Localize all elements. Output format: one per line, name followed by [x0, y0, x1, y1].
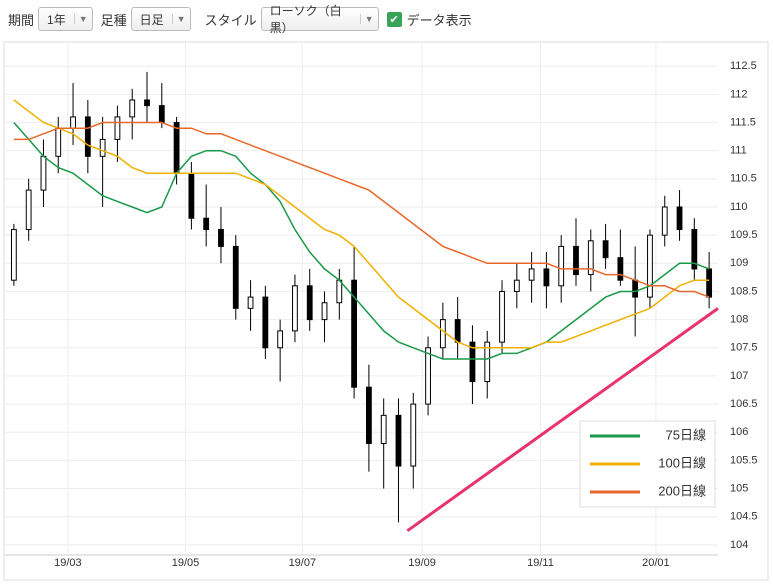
- ma-line: [13, 121, 710, 298]
- candle-body: [40, 155, 47, 191]
- candle-body: [573, 245, 579, 276]
- x-tick-label: 19/05: [172, 557, 200, 569]
- period-value: 1年: [47, 12, 66, 27]
- candle-body: [144, 99, 150, 107]
- y-tick-label: 108: [730, 314, 748, 326]
- y-tick-label: 107.5: [730, 342, 758, 354]
- candle-body: [306, 285, 313, 321]
- x-tick-label: 20/01: [642, 557, 670, 569]
- period-select[interactable]: 1年 ▼: [38, 7, 93, 31]
- candle-body: [587, 240, 594, 276]
- candle-body: [365, 386, 372, 445]
- candle-body: [676, 206, 683, 231]
- y-tick-label: 104: [730, 539, 748, 551]
- candle-body: [232, 245, 239, 309]
- y-tick-label: 104.5: [730, 511, 758, 523]
- toolbar: 期間 1年 ▼ 足種 日足 ▼ スタイル ローソク（白黒） ▼ ✔ データ表示: [0, 0, 773, 38]
- x-tick-label: 19/07: [289, 557, 317, 569]
- candle-body: [454, 319, 461, 343]
- candle-body: [277, 330, 284, 349]
- candle-body: [292, 285, 298, 332]
- candle-body: [70, 116, 76, 129]
- x-tick-label: 19/11: [527, 557, 554, 569]
- ma-line: [13, 99, 710, 349]
- period-label: 期間: [8, 12, 35, 28]
- style-value: ローソク（白黒）: [269, 4, 342, 35]
- candle-body: [706, 268, 713, 298]
- candle-body: [469, 341, 476, 383]
- candle-body: [84, 116, 91, 157]
- y-tick-label: 112.5: [730, 60, 757, 72]
- y-tick-label: 110.5: [730, 173, 757, 185]
- style-select[interactable]: ローソク（白黒） ▼: [260, 4, 379, 35]
- candle-body: [484, 341, 491, 383]
- trend-line: [406, 307, 719, 533]
- candle-body: [99, 138, 106, 157]
- candle-body: [262, 296, 269, 349]
- y-tick-label: 110: [730, 201, 748, 213]
- candle-body: [55, 127, 62, 157]
- candle-body: [513, 279, 520, 292]
- candle-body: [10, 229, 17, 281]
- candle-body: [410, 403, 417, 467]
- bar-select[interactable]: 日足 ▼: [130, 7, 191, 31]
- candle-body: [528, 268, 535, 281]
- candle-body: [114, 116, 121, 140]
- chart-frame: [3, 41, 769, 581]
- x-tick-label: 19/09: [408, 557, 436, 569]
- candle-body: [203, 217, 210, 231]
- candle-body: [247, 296, 254, 309]
- candle-body: [351, 279, 358, 388]
- y-tick-label: 112: [730, 88, 748, 100]
- candle-body: [647, 234, 653, 298]
- y-tick-label: 111.5: [730, 116, 756, 128]
- candle-body: [439, 319, 446, 349]
- y-tick-label: 105.5: [730, 454, 758, 466]
- candle-body: [425, 347, 431, 405]
- candle-body: [129, 99, 136, 118]
- legend-label: 200日線: [658, 483, 706, 498]
- y-tick-label: 109.5: [730, 229, 758, 241]
- legend-label: 100日線: [658, 455, 706, 470]
- candle-body: [188, 172, 195, 219]
- candle-body: [632, 279, 639, 298]
- candle-body: [617, 257, 624, 281]
- candle-body: [691, 229, 698, 270]
- legend-label: 75日線: [666, 427, 706, 442]
- candle-body: [321, 302, 328, 321]
- candle-body: [395, 414, 402, 467]
- bar-label: 足種: [100, 12, 127, 28]
- x-tick-label: 19/03: [54, 557, 82, 569]
- y-tick-label: 109: [730, 257, 748, 269]
- candle-body: [558, 245, 565, 287]
- candle-body: [602, 240, 609, 259]
- ma-line: [13, 122, 710, 360]
- candle-body: [661, 206, 668, 236]
- show-data-checkbox[interactable]: ✔: [386, 11, 402, 27]
- y-tick-label: 106.5: [730, 398, 758, 410]
- candle-body: [158, 105, 165, 124]
- bar-value: 日足: [139, 12, 164, 27]
- candle-body: [543, 268, 550, 287]
- y-tick-label: 107: [730, 370, 748, 382]
- y-tick-label: 111: [730, 145, 747, 157]
- candle-body: [173, 122, 180, 174]
- y-tick-label: 108.5: [730, 285, 758, 297]
- y-tick-label: 105: [730, 482, 748, 494]
- candle-body: [336, 279, 343, 304]
- candle-body: [380, 414, 387, 445]
- y-tick-label: 106: [730, 426, 748, 438]
- candle-body: [499, 290, 505, 343]
- style-label: スタイル: [204, 12, 257, 28]
- candle-body: [25, 189, 32, 231]
- show-data-label: データ表示: [406, 12, 472, 28]
- legend: 75日線 100日線 200日線: [579, 420, 716, 508]
- candle-body: [218, 229, 224, 247]
